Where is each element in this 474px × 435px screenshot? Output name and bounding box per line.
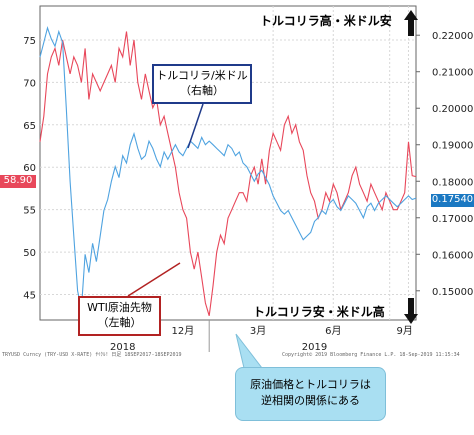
callout-note-line1: 原油価格とトルコリラは (250, 378, 371, 391)
arrow-up-icon (404, 10, 418, 36)
footer-source: TRYUSD Curncy (TRY-USD X-RATE) ｻｲｸﾙ! 日足 … (2, 352, 182, 358)
left-axis-ticks: 45 50 55 60 65 70 75 (23, 36, 36, 302)
callout-wti-pointer (127, 262, 181, 297)
label-try-up: トルコリラ高・米ドル安 (260, 13, 392, 28)
left-tick-label: 65 (23, 121, 36, 132)
year-labels: 2018 2019 (110, 320, 327, 353)
left-tick-label: 50 (23, 248, 36, 259)
right-tick-label: 0.15000 (432, 287, 473, 298)
label-try-down: トルコリラ安・米ドル高 (253, 304, 385, 319)
right-tick-label: 0.16000 (432, 250, 473, 261)
year-label: 2019 (302, 342, 327, 353)
right-tick-label: 0.18000 (432, 177, 473, 188)
footer-copyright: Copyright© 2019 Bloomberg Finance L.P. 1… (282, 352, 460, 358)
x-axis-ticks: 12月 3月 6月 9月 (172, 325, 413, 337)
right-axis-ticks: 0.15000 0.16000 0.17000 0.18000 0.19000 0.200… (416, 31, 473, 298)
x-tick-label: 6月 (325, 325, 341, 337)
callout-try-usd: トルコリラ/米ドル （右軸） (152, 64, 252, 104)
x-tick-label: 9月 (397, 325, 413, 337)
left-tick-label: 70 (23, 78, 36, 89)
callout-wti-line1: WTI原油先物 (87, 301, 152, 314)
callout-wti: WTI原油先物 （左軸） (78, 296, 161, 336)
plot-area (39, 5, 417, 321)
try-usd-series-line (39, 25, 417, 310)
callout-wti-line2: （左軸） (97, 316, 142, 329)
right-tick-label: 0.21000 (432, 68, 473, 79)
wti-series-line (39, 31, 417, 316)
try-last-value-badge: 0.17540 (431, 194, 474, 207)
gridlines (40, 6, 416, 320)
callout-note: 原油価格とトルコリラは 逆相関の関係にある (235, 367, 386, 421)
x-tick-label: 3月 (250, 325, 266, 337)
left-tick-label: 60 (23, 163, 36, 174)
callout-try-pointer (187, 103, 204, 149)
left-tick-label: 45 (23, 291, 36, 302)
right-tick-label: 0.17000 (432, 214, 473, 225)
year-label: 2018 (110, 342, 135, 353)
left-tick-label: 75 (23, 36, 36, 47)
arrow-down-icon (404, 298, 418, 324)
right-tick-label: 0.19000 (432, 141, 473, 152)
callout-try-line2: （右軸） (180, 84, 224, 97)
right-tick-label: 0.22000 (432, 31, 473, 42)
x-tick-label: 12月 (172, 325, 195, 337)
callout-note-line2: 逆相関の関係にある (261, 394, 360, 407)
wti-last-value-badge: 58.90 (0, 175, 36, 188)
right-tick-label: 0.20000 (432, 104, 473, 115)
series (39, 25, 417, 316)
callout-try-line1: トルコリラ/米ドル (156, 69, 248, 82)
left-tick-label: 55 (23, 206, 36, 217)
callout-note-pointer (235, 333, 264, 369)
